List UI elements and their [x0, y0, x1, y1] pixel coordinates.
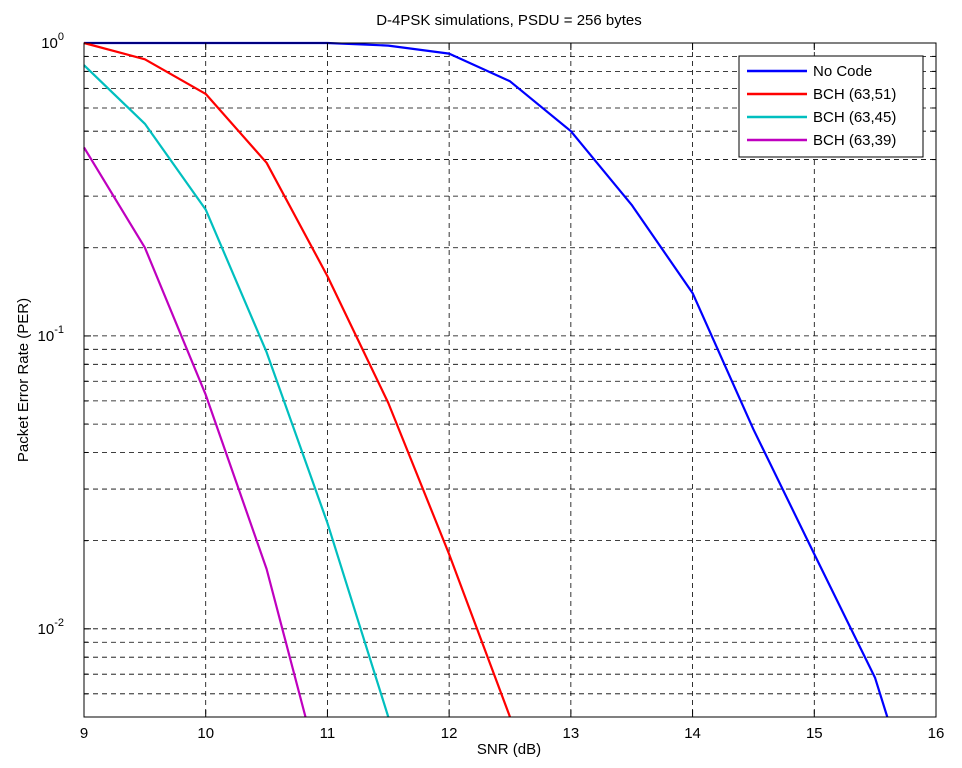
y-tick-base: 10	[38, 621, 55, 638]
chart-title: D-4PSK simulations, PSDU = 256 bytes	[376, 12, 642, 29]
x-tick-label: 14	[684, 725, 701, 742]
x-tick-label: 10	[197, 725, 214, 742]
legend-label: BCH (63,39)	[813, 132, 896, 149]
x-tick-label: 16	[928, 725, 945, 742]
y-axis-label: Packet Error Rate (PER)	[15, 298, 32, 462]
x-tick-labels: 9 10 11 12 13 14 15 16	[80, 725, 945, 742]
axis-ticks	[83, 42, 937, 718]
y-tick-exponent: -2	[54, 617, 64, 629]
y-tick-base: 10	[41, 35, 58, 52]
x-tick-label: 9	[80, 725, 88, 742]
x-tick-label: 13	[563, 725, 580, 742]
legend-label: BCH (63,45)	[813, 109, 896, 126]
plot-frame	[83, 42, 937, 718]
series-line	[83, 41, 512, 718]
y-tick-label: 100	[41, 31, 64, 52]
y-tick-exponent: 0	[58, 31, 64, 43]
y-tick-label: 10-1	[38, 324, 64, 345]
legend: No Code BCH (63,51) BCH (63,45) BCH (63,39)	[738, 55, 924, 158]
y-tick-label: 10-2	[38, 617, 64, 638]
series-line	[83, 146, 307, 718]
y-tick-exponent: -1	[54, 324, 64, 336]
legend-label: BCH (63,51)	[813, 86, 896, 103]
x-tick-label: 15	[806, 725, 823, 742]
y-tick-base: 10	[38, 328, 55, 345]
x-axis-label: SNR (dB)	[477, 741, 541, 758]
legend-label: No Code	[813, 63, 872, 80]
series-line	[83, 64, 390, 718]
x-tick-label: 12	[441, 725, 458, 742]
x-tick-label: 11	[320, 725, 336, 742]
